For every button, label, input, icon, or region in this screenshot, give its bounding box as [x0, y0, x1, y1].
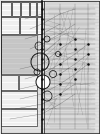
FancyBboxPatch shape [20, 17, 36, 34]
FancyBboxPatch shape [37, 2, 42, 16]
FancyBboxPatch shape [37, 17, 42, 34]
Circle shape [36, 75, 50, 89]
FancyBboxPatch shape [30, 2, 36, 16]
FancyBboxPatch shape [1, 2, 11, 16]
FancyBboxPatch shape [12, 2, 20, 16]
FancyBboxPatch shape [1, 91, 37, 108]
FancyBboxPatch shape [19, 75, 37, 90]
FancyBboxPatch shape [21, 2, 29, 16]
FancyBboxPatch shape [1, 75, 18, 90]
FancyBboxPatch shape [1, 35, 37, 74]
FancyBboxPatch shape [1, 109, 37, 126]
FancyBboxPatch shape [1, 17, 19, 34]
